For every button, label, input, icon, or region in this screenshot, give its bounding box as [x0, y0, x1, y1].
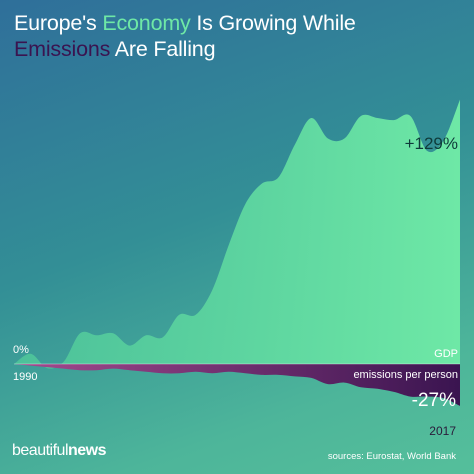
x-start-label: 1990 — [13, 371, 38, 383]
emissions-series-label: emissions per person — [353, 369, 458, 381]
x-end-label: 2017 — [429, 424, 456, 438]
brand-logo: beautifulnews — [12, 442, 107, 459]
emissions-change-label: -27% — [411, 390, 456, 411]
zero-label: 0% — [13, 344, 29, 356]
gdp-change-label: +129% — [404, 134, 458, 153]
chart-title: Europe's Economy Is Growing While Emissi… — [14, 10, 454, 62]
sources-text: sources: Eurostat, World Bank — [327, 451, 456, 462]
title-text-2: Is Growing While — [190, 11, 356, 35]
title-economy: Economy — [102, 11, 191, 35]
gdp-series-label: GDP — [434, 348, 458, 360]
title-text-3: Are Falling — [110, 37, 216, 61]
title-text-1: Europe's — [14, 11, 103, 35]
gdp-area — [14, 99, 460, 369]
title-emissions: Emissions — [14, 37, 111, 61]
emissions-area — [14, 364, 460, 406]
